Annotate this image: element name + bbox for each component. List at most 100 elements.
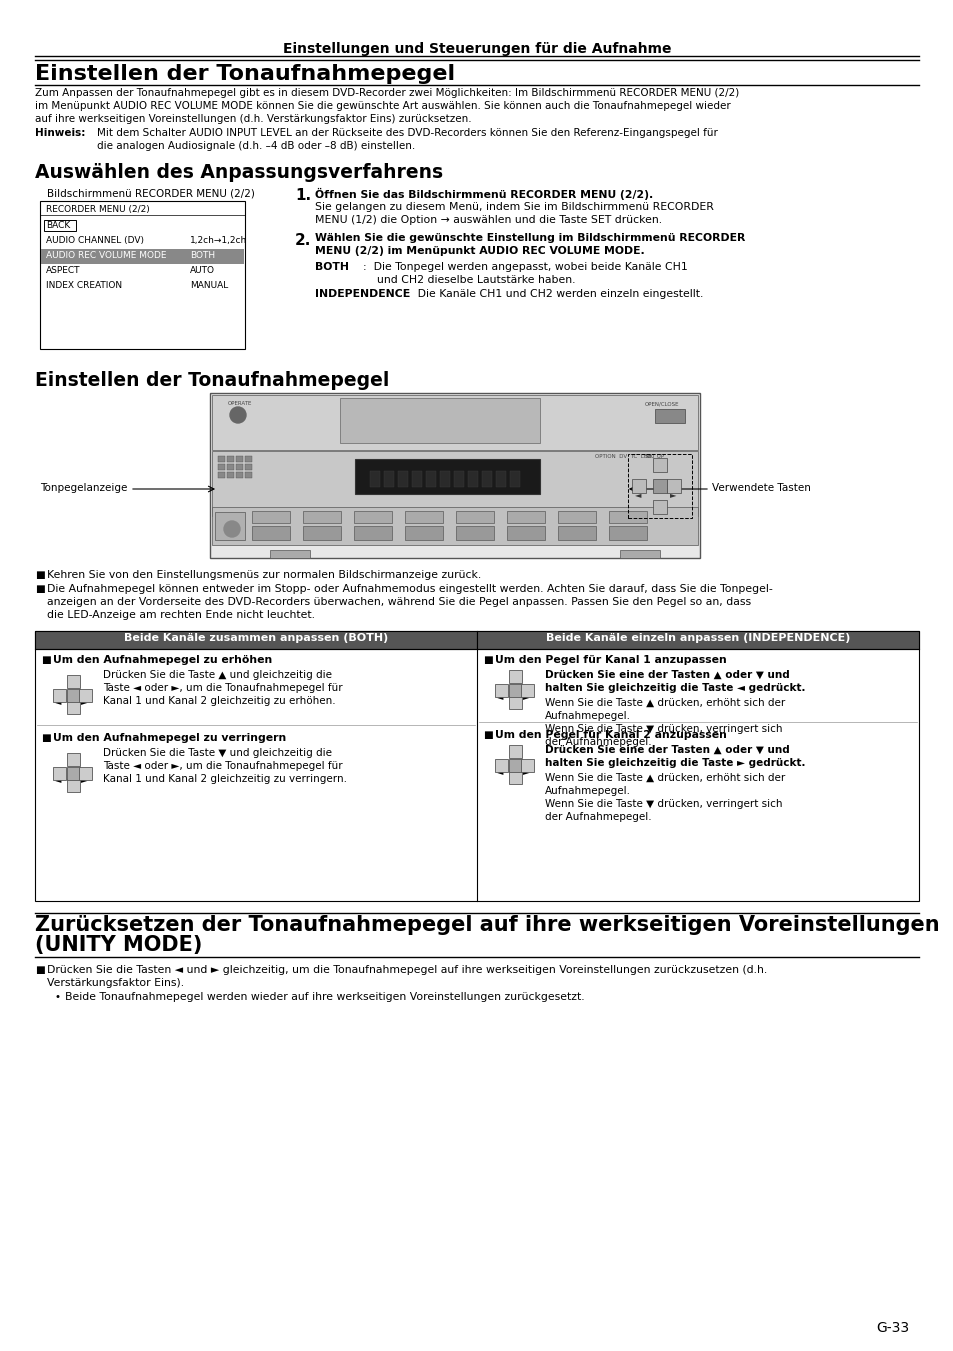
Bar [405, 526, 442, 540]
Text: der Aufnahmepegel.: der Aufnahmepegel. [544, 738, 651, 747]
Bar [218, 471, 225, 478]
Text: ▲: ▲ [656, 461, 662, 470]
Text: FWD: FWD [417, 512, 429, 517]
Text: TITLE: TITLE [375, 463, 389, 469]
Text: Bildschirmmenü RECORDER MENU (2/2): Bildschirmmenü RECORDER MENU (2/2) [47, 188, 254, 199]
Bar [495, 684, 507, 697]
Bar [454, 471, 463, 486]
Text: Beide Kanäle zusammen anpassen (BOTH): Beide Kanäle zusammen anpassen (BOTH) [124, 634, 388, 643]
Text: Taste ◄ oder ►, um die Tonaufnahmepegel für: Taste ◄ oder ►, um die Tonaufnahmepegel … [103, 761, 342, 771]
Text: MENU (1/2) die Option → auswählen und die Taste SET drücken.: MENU (1/2) die Option → auswählen und di… [314, 215, 661, 226]
Bar [245, 457, 252, 462]
Text: ◄: ◄ [497, 767, 503, 775]
Text: OPEN/CLOSE: OPEN/CLOSE [644, 401, 679, 407]
Bar [303, 511, 340, 523]
Bar [218, 463, 225, 470]
Bar [227, 457, 233, 462]
Text: BACK: BACK [46, 222, 71, 230]
Text: PAUSE: PAUSE [467, 512, 482, 517]
Bar [495, 759, 507, 771]
Text: Wenn Sie die Taste ▼ drücken, verringert sich: Wenn Sie die Taste ▼ drücken, verringert… [544, 724, 781, 734]
Text: ▲: ▲ [511, 671, 517, 681]
Bar [44, 220, 76, 231]
Text: halten Sie gleichzeitig die Taste ◄ gedrückt.: halten Sie gleichzeitig die Taste ◄ gedr… [544, 684, 804, 693]
Text: 2.: 2. [294, 232, 311, 249]
Text: PANNING: PANNING [216, 513, 239, 517]
Bar [655, 409, 684, 423]
Text: auf ihre werkseitigen Voreinstellungen (d.h. Verstärkungsfaktor Eins) zurücksetz: auf ihre werkseitigen Voreinstellungen (… [35, 113, 471, 124]
Text: ►: ► [81, 775, 88, 784]
Bar [520, 684, 534, 697]
Text: Beide Tonaufnahmepegel werden wieder auf ihre werkseitigen Voreinstellungen zurü: Beide Tonaufnahmepegel werden wieder auf… [65, 992, 584, 1002]
Text: SET: SET [510, 767, 519, 771]
Bar [481, 471, 492, 486]
Bar [456, 511, 494, 523]
Text: REV: REV [266, 512, 275, 517]
Bar [652, 480, 666, 493]
Text: ◄: ◄ [55, 775, 61, 784]
Text: Taste ◄ oder ►, um die Tonaufnahmepegel für: Taste ◄ oder ►, um die Tonaufnahmepegel … [103, 684, 342, 693]
Bar [35, 631, 476, 648]
Text: BOTH: BOTH [190, 251, 214, 259]
Text: Einstellen der Tonaufnahmepegel: Einstellen der Tonaufnahmepegel [35, 372, 389, 390]
Text: Wenn Sie die Taste ▼ drücken, verringert sich: Wenn Sie die Taste ▼ drücken, verringert… [544, 798, 781, 809]
Text: Einstellen der Tonaufnahmepegel: Einstellen der Tonaufnahmepegel [35, 63, 455, 84]
Text: SET UP: SET UP [644, 454, 663, 459]
Text: ■: ■ [35, 965, 45, 975]
Text: Zurücksetzen der Tonaufnahmepegel auf ihre werkseitigen Voreinstellungen: Zurücksetzen der Tonaufnahmepegel auf ih… [35, 915, 939, 935]
Bar [210, 393, 700, 558]
Text: ►: ► [522, 767, 529, 775]
Text: Auswählen des Anpassungsverfahrens: Auswählen des Anpassungsverfahrens [35, 163, 442, 182]
Bar [67, 689, 80, 703]
Bar [303, 526, 340, 540]
Text: Hinweis:: Hinweis: [35, 128, 85, 138]
Text: Kanal 1 und Kanal 2 gleichzeitig zu verringern.: Kanal 1 und Kanal 2 gleichzeitig zu verr… [103, 774, 347, 784]
Text: Drücken Sie eine der Tasten ▲ oder ▼ und: Drücken Sie eine der Tasten ▲ oder ▼ und [544, 744, 789, 755]
Bar [41, 249, 244, 263]
Text: REC: REC [520, 512, 531, 517]
Bar [67, 701, 80, 713]
Bar [619, 550, 659, 558]
Text: Beide Kanäle einzeln anpassen (INDEPENDENCE): Beide Kanäle einzeln anpassen (INDEPENDE… [545, 634, 849, 643]
Text: Drücken Sie eine der Tasten ▲ oder ▼ und: Drücken Sie eine der Tasten ▲ oder ▼ und [544, 670, 789, 680]
Bar [397, 471, 408, 486]
Text: ▼: ▼ [511, 698, 517, 707]
Bar [509, 670, 521, 684]
Bar [355, 459, 539, 494]
Bar [666, 480, 680, 493]
Bar [558, 526, 596, 540]
Text: STOP: STOP [315, 512, 328, 517]
Bar [509, 771, 521, 784]
Text: ▏: ▏ [402, 471, 413, 485]
Text: INDEX CREATION: INDEX CREATION [46, 281, 122, 290]
Bar [652, 458, 666, 471]
Text: im Menüpunkt AUDIO REC VOLUME MODE können Sie die gewünschte Art auswählen. Sie : im Menüpunkt AUDIO REC VOLUME MODE könne… [35, 101, 730, 111]
Bar [270, 550, 310, 558]
Bar [509, 684, 521, 697]
Bar [235, 471, 243, 478]
Bar [468, 471, 477, 486]
Text: ▼: ▼ [511, 773, 517, 782]
Text: TOP
MENU: TOP MENU [569, 512, 583, 523]
Bar [510, 471, 519, 486]
Text: ▏: ▏ [515, 471, 524, 485]
Text: Zum Anpassen der Tonaufnahmepegel gibt es in diesem DVD-Recorder zwei Möglichkei: Zum Anpassen der Tonaufnahmepegel gibt e… [35, 88, 739, 99]
Text: CHAPTER: CHAPTER [435, 463, 459, 469]
Text: Sie gelangen zu diesem Menü, indem Sie im Bildschirmmenü RECORDER: Sie gelangen zu diesem Menü, indem Sie i… [314, 203, 713, 212]
Bar [370, 471, 379, 486]
Circle shape [224, 521, 240, 536]
Text: halten Sie gleichzeitig die Taste ► gedrückt.: halten Sie gleichzeitig die Taste ► gedr… [544, 758, 804, 767]
Bar [509, 744, 521, 758]
Text: Wenn Sie die Taste ▲ drücken, erhöht sich der: Wenn Sie die Taste ▲ drücken, erhöht sic… [544, 698, 784, 708]
Text: Einstellungen und Steuerungen für die Aufnahme: Einstellungen und Steuerungen für die Au… [282, 42, 671, 55]
Text: ▏: ▏ [500, 471, 510, 485]
Text: SET: SET [68, 775, 78, 780]
Text: ▼: ▼ [70, 703, 76, 712]
Text: Drücken Sie die Taste ▼ und gleichzeitig die: Drücken Sie die Taste ▼ und gleichzeitig… [103, 748, 332, 758]
Bar [339, 399, 539, 443]
Bar [496, 471, 505, 486]
Bar [384, 471, 394, 486]
Text: OPERATE: OPERATE [228, 401, 253, 407]
Text: Wählen Sie die gewünschte Einstellung im Bildschirmmenü RECORDER: Wählen Sie die gewünschte Einstellung im… [314, 232, 744, 243]
Bar [509, 696, 521, 709]
